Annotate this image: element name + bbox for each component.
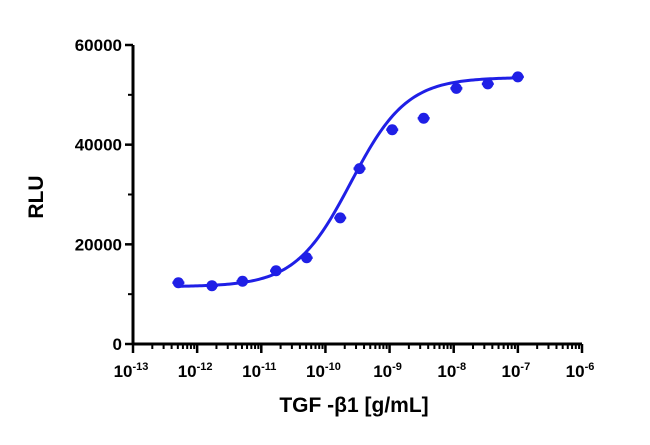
- data-point: [512, 71, 524, 83]
- data-point: [354, 163, 366, 175]
- data-points: [172, 71, 524, 292]
- x-tick-label: 10-6: [566, 361, 595, 381]
- x-tick-label: 10-12: [178, 361, 213, 381]
- data-point: [334, 212, 346, 224]
- tick-labels: 0 20000 40000 60000 10-13 10-12 10-11 10-10 10-9…: [75, 36, 595, 381]
- data-point: [418, 112, 430, 124]
- data-point: [450, 82, 462, 94]
- fit-curve: [178, 76, 518, 288]
- y-axis-label: RLU: [25, 175, 48, 218]
- y-tick-label: 0: [113, 335, 122, 354]
- data-point: [270, 265, 282, 277]
- y-tick-label: 20000: [75, 235, 122, 254]
- x-tick-label: 10-13: [114, 361, 149, 381]
- x-tick-label: 10-10: [306, 361, 341, 381]
- x-tick-label: 10-11: [242, 361, 276, 381]
- x-axis-label: TGF -β1 [g/mL]: [279, 394, 428, 417]
- fit-curve-layer: [178, 76, 518, 288]
- x-tick-label: 10-9: [373, 361, 402, 381]
- x-tick-label: 10-7: [502, 361, 531, 381]
- axes: [125, 43, 584, 353]
- data-point: [482, 78, 494, 90]
- data-point: [206, 280, 218, 292]
- data-point: [386, 124, 398, 136]
- y-tick-label: 60000: [75, 36, 122, 55]
- y-tick-label: 40000: [75, 136, 122, 155]
- data-point: [237, 275, 249, 287]
- x-tick-label: 10-8: [437, 361, 466, 381]
- data-point: [172, 277, 184, 289]
- data-point: [301, 252, 313, 264]
